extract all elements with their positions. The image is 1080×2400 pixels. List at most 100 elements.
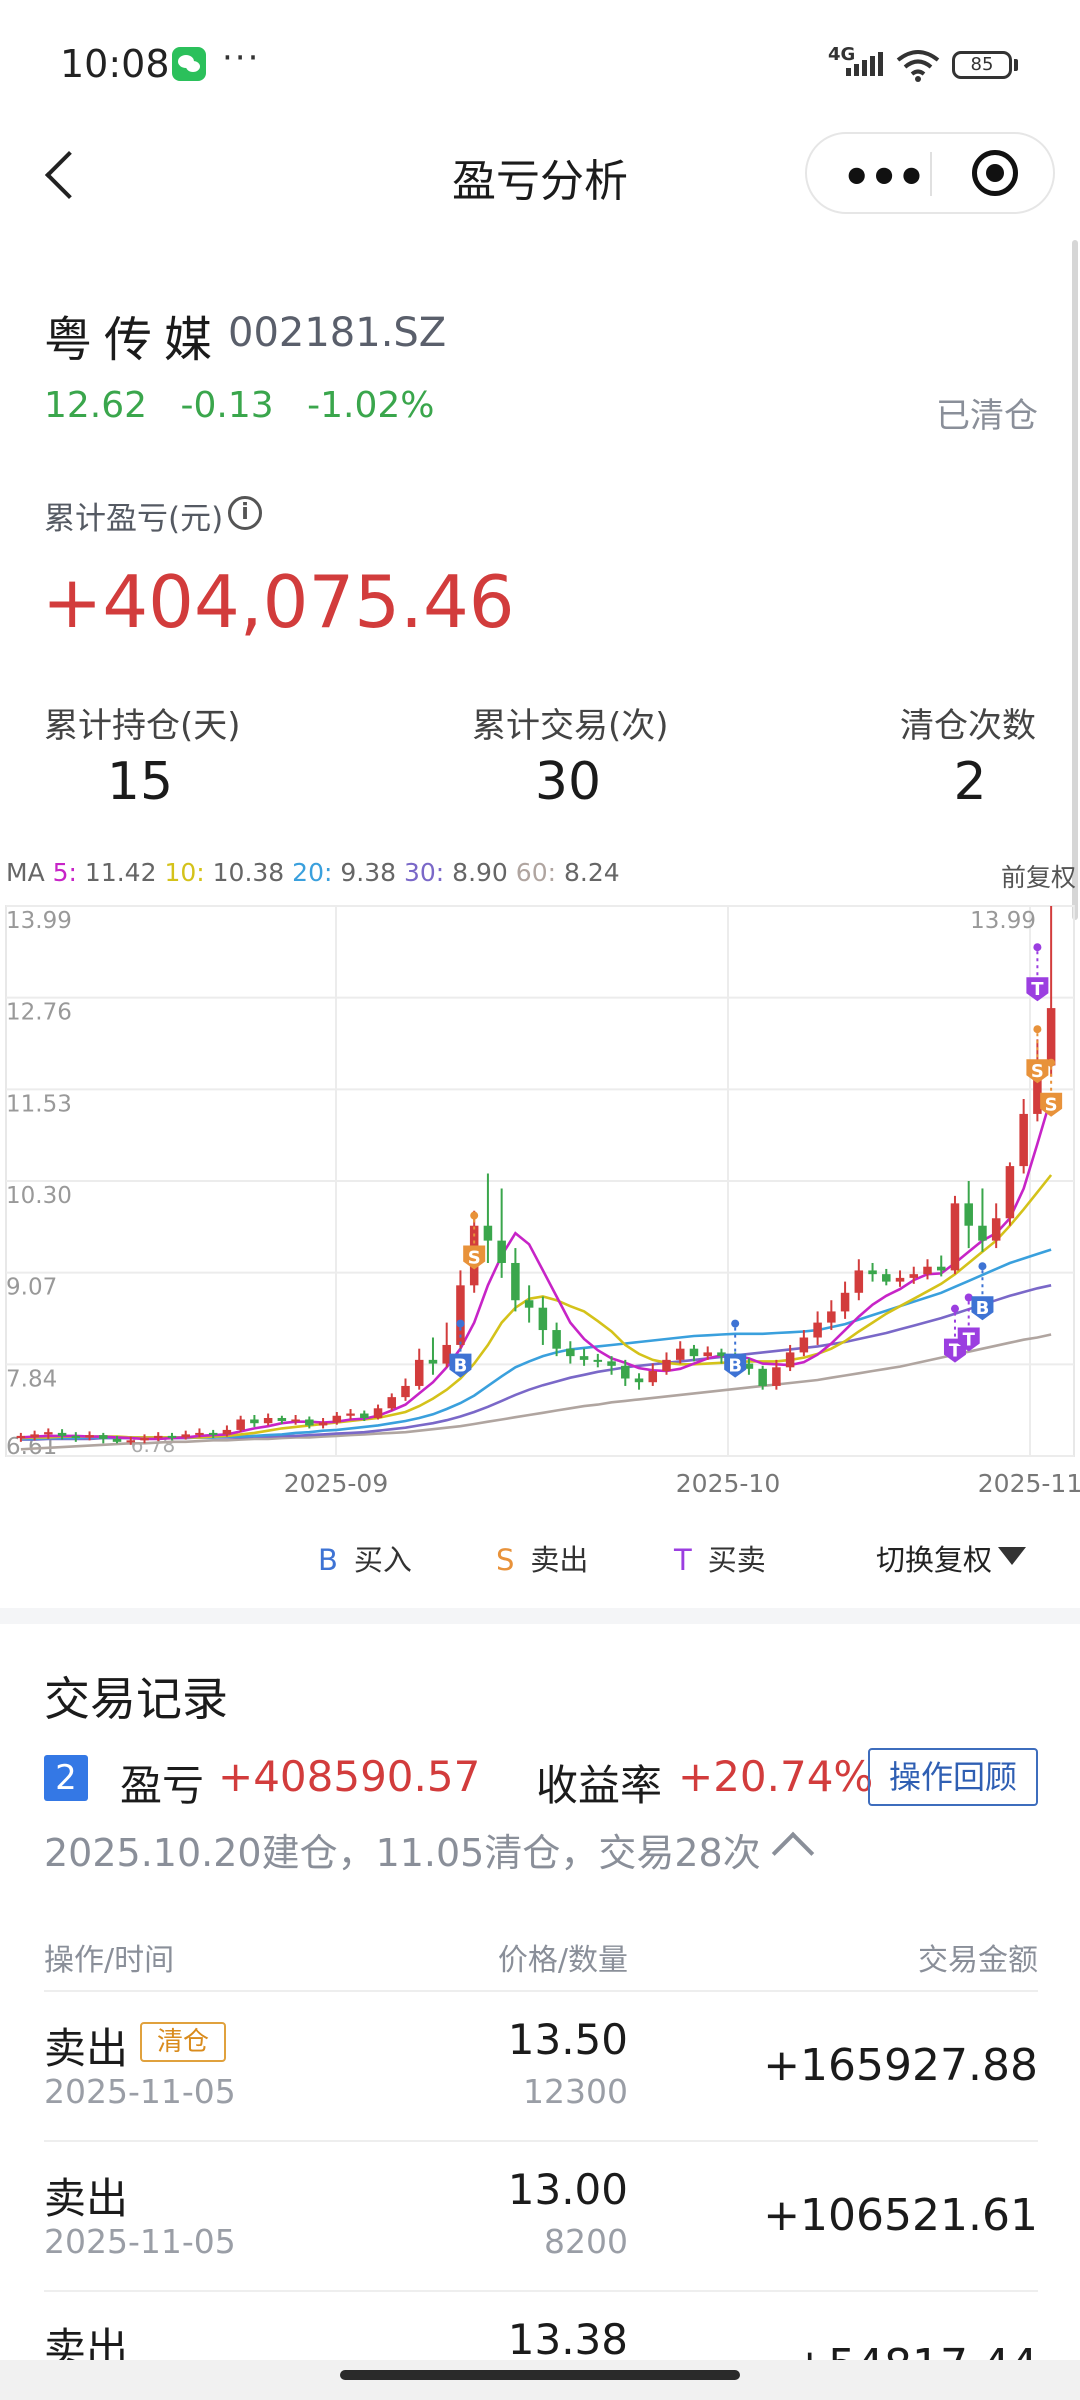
wechat-icon bbox=[172, 47, 206, 81]
y-tick-label: 9.07 bbox=[6, 1275, 57, 1301]
trade-marker-b bbox=[724, 1353, 747, 1378]
candle-body bbox=[991, 1218, 1001, 1241]
trade-marker-label: B bbox=[454, 1356, 468, 1377]
round-pl-value: +408590.57 bbox=[218, 1752, 481, 1801]
candle-body bbox=[648, 1371, 658, 1383]
trade-marker-s bbox=[1040, 1092, 1063, 1117]
trade-price: 13.50 bbox=[507, 2015, 628, 2064]
candle-body bbox=[882, 1274, 891, 1282]
trade-amount: +165927.88 bbox=[763, 2040, 1038, 2091]
round-badge: 2 bbox=[44, 1755, 88, 1801]
info-icon[interactable]: i bbox=[228, 496, 262, 530]
candle-body bbox=[99, 1435, 108, 1439]
ma-legend-item: 5: 11.42 bbox=[52, 858, 157, 887]
close-miniprogram-button[interactable] bbox=[972, 150, 1018, 196]
candle-body bbox=[140, 1438, 149, 1441]
trade-marker-t bbox=[1026, 977, 1049, 1002]
candle-body bbox=[1046, 1008, 1056, 1066]
yield-value: +20.74% bbox=[678, 1752, 874, 1801]
candle-body bbox=[744, 1363, 754, 1369]
candle-body bbox=[85, 1435, 94, 1438]
ma5-line bbox=[20, 1097, 1053, 1441]
candle-body bbox=[717, 1352, 726, 1357]
candle-body bbox=[854, 1270, 864, 1293]
candle-body bbox=[167, 1435, 177, 1438]
trade-op: 卖出 bbox=[44, 2024, 129, 2073]
marker-dot bbox=[950, 1304, 959, 1313]
candle-body bbox=[524, 1300, 534, 1308]
battery-icon: 85 bbox=[952, 51, 1012, 79]
candle-body bbox=[552, 1330, 561, 1349]
position-status: 已清仓 bbox=[936, 396, 1038, 436]
candle-body bbox=[978, 1225, 987, 1241]
trade-marker-b bbox=[449, 1353, 472, 1378]
adjust-type-label[interactable]: 前复权 bbox=[1000, 863, 1076, 892]
trade-marker-b bbox=[971, 1296, 994, 1321]
candle-body bbox=[758, 1368, 767, 1386]
chevron-up-icon[interactable] bbox=[771, 1831, 815, 1875]
candle-body bbox=[964, 1203, 973, 1226]
stock-code: 002181.SZ bbox=[228, 310, 447, 356]
system-nav-bar bbox=[0, 2360, 1080, 2400]
candle-body bbox=[483, 1225, 493, 1241]
marker-dot bbox=[731, 1319, 740, 1328]
y-tick-label: 7.84 bbox=[6, 1366, 57, 1392]
header-op-time: 操作/时间 bbox=[44, 1943, 175, 1978]
trade-price: 13.38 bbox=[507, 2315, 628, 2364]
candle-body bbox=[1005, 1166, 1015, 1219]
candle-body bbox=[291, 1419, 300, 1422]
candle-body bbox=[785, 1352, 795, 1368]
candle-body bbox=[868, 1270, 877, 1275]
stock-price: 12.62 bbox=[44, 385, 148, 426]
marker-dot bbox=[456, 1319, 465, 1328]
status-more-icon: ··· bbox=[222, 38, 261, 78]
trade-marker-s bbox=[463, 1245, 486, 1270]
ma-legend-item: 30: 8.90 bbox=[403, 858, 508, 887]
cumulative-profit-label: 累计盈亏(元) bbox=[44, 501, 224, 537]
y-tick-label: 13.99 bbox=[6, 908, 72, 934]
section-divider bbox=[0, 1608, 1080, 1624]
x-tick-label: 2025-10 bbox=[676, 1469, 780, 1498]
candle-body bbox=[181, 1434, 190, 1438]
candle-body bbox=[222, 1429, 232, 1435]
stat-value-clear-count: 2 bbox=[953, 752, 987, 812]
candle-body bbox=[566, 1348, 575, 1357]
legend-buy: B 买入 bbox=[318, 1537, 412, 1579]
legend-buy-key: B bbox=[318, 1543, 338, 1577]
candle-body bbox=[456, 1285, 465, 1345]
legend-buy-label: 买入 bbox=[353, 1543, 412, 1577]
candle-body bbox=[662, 1359, 671, 1372]
ma-legend-item: 60: 8.24 bbox=[515, 858, 620, 887]
row-divider bbox=[44, 2140, 1038, 2142]
more-menu-button[interactable]: ••• bbox=[842, 150, 926, 204]
ma-legend: MA 5: 11.42 10: 10.38 20: 9.38 30: 8.90 … bbox=[6, 858, 620, 887]
page-scrollbar[interactable] bbox=[1072, 240, 1078, 920]
trade-marker-label: T bbox=[949, 1341, 962, 1362]
switch-adjust-button[interactable]: 切换复权 bbox=[876, 1543, 993, 1577]
clear-position-tag: 清仓 bbox=[140, 2022, 226, 2062]
ma-legend-item: 10: 10.38 bbox=[164, 858, 285, 887]
header-amount: 交易金额 bbox=[918, 1943, 1038, 1978]
operation-review-button[interactable]: 操作回顾 bbox=[868, 1748, 1038, 1806]
home-indicator[interactable] bbox=[340, 2370, 740, 2380]
row-divider bbox=[44, 2290, 1038, 2292]
caret-down-icon[interactable] bbox=[998, 1547, 1026, 1565]
yield-label: 收益率 bbox=[536, 1761, 663, 1810]
candle-body bbox=[511, 1262, 520, 1301]
trade-qty: 12300 bbox=[523, 2072, 628, 2111]
candle-body bbox=[1019, 1113, 1028, 1167]
legend-trade: T 买卖 bbox=[674, 1537, 766, 1579]
candle-body bbox=[1033, 1065, 1042, 1114]
status-time: 10:08 bbox=[60, 42, 170, 86]
trade-price: 13.00 bbox=[507, 2165, 628, 2214]
candle-body bbox=[799, 1337, 809, 1353]
candle-body bbox=[923, 1266, 932, 1275]
stat-label-hold-days: 累计持仓(天) bbox=[44, 706, 241, 746]
trade-marker-label: S bbox=[1031, 1061, 1044, 1082]
trade-amount: +106521.61 bbox=[763, 2190, 1038, 2241]
candle-body bbox=[772, 1367, 781, 1386]
cumulative-profit-value: +404,075.46 bbox=[42, 560, 515, 644]
trade-date: 2025-11-05 bbox=[44, 2222, 236, 2261]
x-tick-label: 2025-09 bbox=[284, 1469, 388, 1498]
